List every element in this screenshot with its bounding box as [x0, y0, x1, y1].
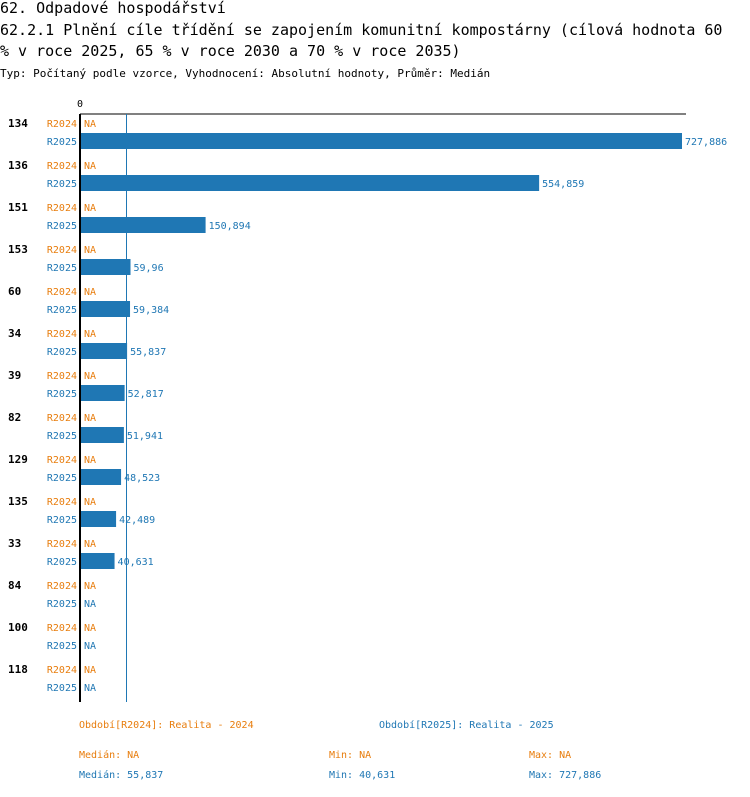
category-label: 135 — [8, 495, 28, 508]
bar-r2025 — [81, 553, 115, 569]
value-label-r2024: NA — [84, 371, 96, 382]
series-label-r2024: R2024 — [47, 203, 77, 214]
legend-r2025: Období[R2025]: Realita - 2025 — [379, 719, 554, 731]
value-label-r2025: NA — [84, 683, 96, 694]
value-label-r2024: NA — [84, 623, 96, 634]
chart-subtitle: Typ: Počítaný podle vzorce, Vyhodnocení:… — [0, 67, 490, 80]
category-label: 136 — [8, 159, 28, 172]
stat-max-r2024: Max: NA — [529, 750, 571, 761]
value-label-r2025: 42,489 — [119, 515, 155, 526]
category-label: 118 — [8, 663, 28, 676]
category-label: 100 — [8, 621, 28, 634]
value-label-r2024: NA — [84, 539, 96, 550]
category-label: 33 — [8, 537, 21, 550]
value-label-r2025: 150,894 — [209, 221, 251, 232]
value-label-r2024: NA — [84, 287, 96, 298]
bar-r2025 — [81, 343, 128, 359]
series-label-r2025: R2025 — [47, 263, 77, 274]
series-label-r2025: R2025 — [47, 305, 77, 316]
series-label-r2025: R2025 — [47, 347, 77, 358]
bar-r2025 — [81, 301, 131, 317]
value-label-r2024: NA — [84, 161, 96, 172]
series-label-r2025: R2025 — [47, 389, 77, 400]
series-label-r2025: R2025 — [47, 515, 77, 526]
category-label: 84 — [8, 579, 22, 592]
legend-r2024: Období[R2024]: Realita - 2024 — [79, 719, 254, 731]
category-label: 153 — [8, 243, 28, 256]
category-label: 39 — [8, 369, 21, 382]
value-label-r2024: NA — [84, 581, 96, 592]
value-label-r2025: 52,817 — [128, 389, 164, 400]
series-label-r2024: R2024 — [47, 497, 77, 508]
value-label-r2024: NA — [84, 665, 96, 676]
value-label-r2025: 51,941 — [127, 431, 163, 442]
section-title: 62. Odpadové hospodářství — [0, 0, 226, 17]
category-label: 82 — [8, 411, 21, 424]
stat-min-r2025: Min: 40,631 — [329, 770, 395, 781]
series-label-r2024: R2024 — [47, 581, 77, 592]
series-label-r2025: R2025 — [47, 137, 77, 148]
series-label-r2025: R2025 — [47, 557, 77, 568]
category-label: 34 — [8, 327, 22, 340]
series-label-r2025: R2025 — [47, 473, 77, 484]
category-label: 134 — [8, 117, 28, 130]
series-label-r2024: R2024 — [47, 287, 77, 298]
value-label-r2024: NA — [84, 413, 96, 424]
series-label-r2024: R2024 — [47, 413, 77, 424]
series-label-r2024: R2024 — [47, 623, 77, 634]
bar-r2025 — [81, 385, 125, 401]
series-label-r2025: R2025 — [47, 179, 77, 190]
plot-area: 0 134 R2024 NA R2025 727,886 136 R2024 NA R2025 55… — [8, 99, 727, 702]
series-label-r2025: R2025 — [47, 683, 77, 694]
value-label-r2024: NA — [84, 329, 96, 340]
bar-r2025 — [81, 427, 124, 443]
series-label-r2024: R2024 — [47, 245, 77, 256]
value-label-r2024: NA — [84, 497, 96, 508]
value-label-r2024: NA — [84, 119, 96, 130]
series-label-r2024: R2024 — [47, 119, 77, 130]
series-label-r2024: R2024 — [47, 539, 77, 550]
stat-min-r2024: Min: NA — [329, 750, 371, 761]
series-label-r2025: R2025 — [47, 641, 77, 652]
value-label-r2025: 55,837 — [130, 347, 166, 358]
series-label-r2024: R2024 — [47, 329, 77, 340]
value-label-r2025: 554,859 — [542, 179, 584, 190]
category-label: 129 — [8, 453, 28, 466]
series-label-r2024: R2024 — [47, 455, 77, 466]
bar-r2025 — [81, 511, 117, 527]
value-label-r2025: NA — [84, 599, 96, 610]
chart-title-line2: % v roce 2025, 65 % v roce 2030 a 70 % v… — [0, 42, 461, 60]
series-label-r2024: R2024 — [47, 161, 77, 172]
bar-r2025 — [81, 469, 122, 485]
series-label-r2025: R2025 — [47, 431, 77, 442]
stat-median-r2024: Medián: NA — [79, 749, 139, 761]
value-label-r2025: 40,631 — [118, 557, 154, 568]
series-label-r2025: R2025 — [47, 221, 77, 232]
value-label-r2025: 59,96 — [134, 263, 164, 274]
value-label-r2024: NA — [84, 245, 96, 256]
series-label-r2024: R2024 — [47, 665, 77, 676]
value-label-r2025: 48,523 — [124, 473, 160, 484]
category-label: 60 — [8, 285, 21, 298]
bar-r2025 — [81, 133, 682, 149]
value-label-r2024: NA — [84, 203, 96, 214]
stat-median-r2025: Medián: 55,837 — [79, 769, 163, 781]
bar-r2025 — [81, 175, 540, 191]
stat-max-r2025: Max: 727,886 — [529, 770, 601, 781]
series-label-r2024: R2024 — [47, 371, 77, 382]
bar-r2025 — [81, 217, 206, 233]
value-label-r2025: 727,886 — [685, 137, 727, 148]
bar-r2025 — [81, 259, 131, 275]
value-label-r2025: NA — [84, 641, 96, 652]
series-label-r2025: R2025 — [47, 599, 77, 610]
chart-title-line1: 62.2.1 Plnění cíle třídění se zapojením … — [0, 21, 722, 39]
x-tick-label: 0 — [77, 99, 83, 110]
value-label-r2025: 59,384 — [133, 305, 169, 316]
value-label-r2024: NA — [84, 455, 96, 466]
category-label: 151 — [8, 201, 28, 214]
